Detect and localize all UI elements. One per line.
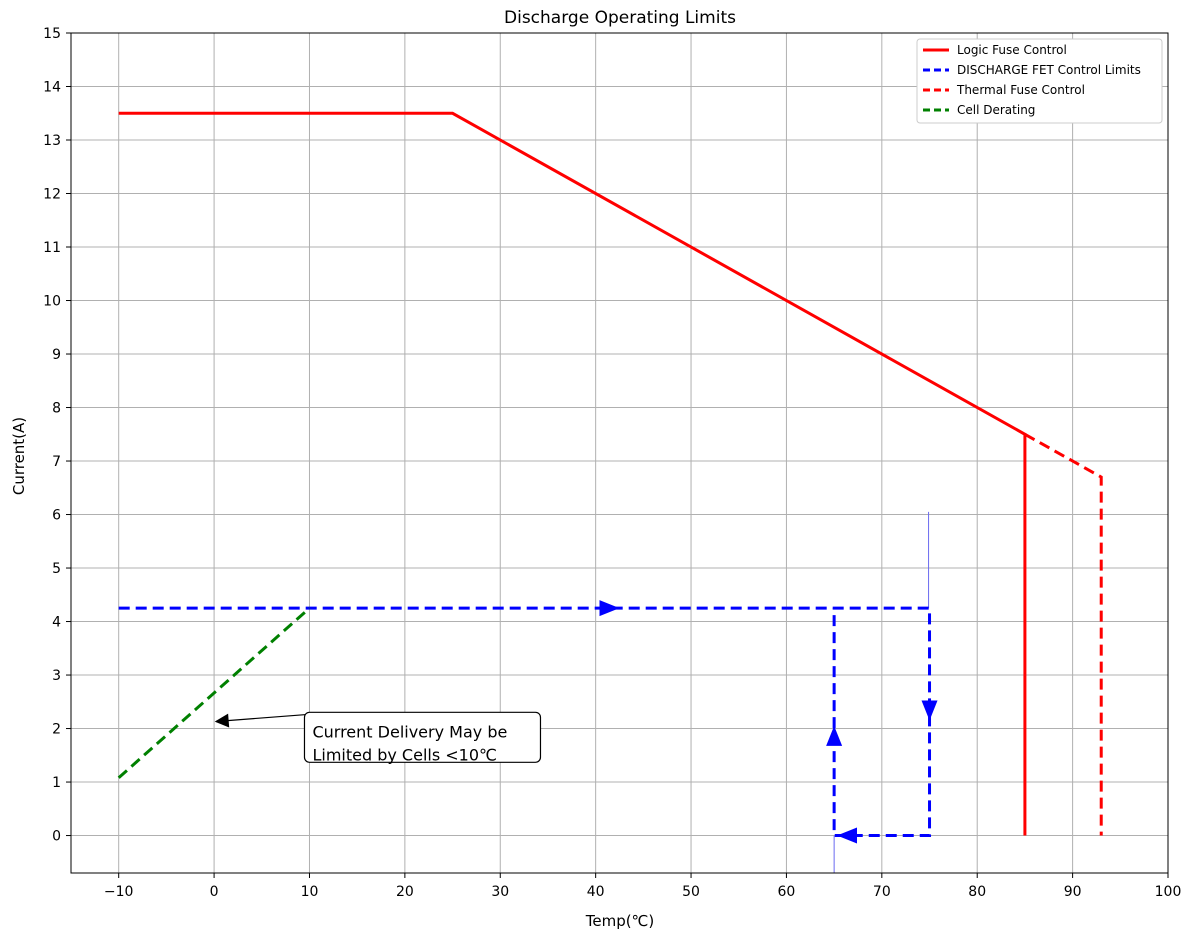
- annotation-box: [303, 711, 542, 763]
- y-tick-label: 13: [43, 133, 61, 149]
- x-tick-label: 60: [778, 884, 796, 900]
- x-tick-label: 100: [1155, 884, 1182, 900]
- y-axis-label: Current(A): [10, 417, 28, 495]
- x-tick-label: 30: [491, 884, 509, 900]
- direction-arrowhead: [599, 600, 620, 617]
- legend-box: [916, 38, 1163, 124]
- x-tick-label: 90: [1064, 884, 1082, 900]
- y-tick-label: 4: [52, 615, 61, 631]
- series-layer: [117, 111, 1103, 873]
- annotation: Current Delivery May be Limited by Cells …: [214, 711, 542, 764]
- x-tick-label: 10: [301, 884, 319, 900]
- direction-arrowhead: [836, 827, 857, 844]
- series-cell-derating: [117, 607, 311, 779]
- legend-entry-label: DISCHARGE FET Control Limits: [957, 63, 1141, 77]
- y-tick-label: 9: [52, 347, 61, 363]
- y-tick-label: 15: [43, 26, 61, 42]
- annotation-arrow: [214, 713, 310, 728]
- y-tick-label: 5: [52, 561, 61, 577]
- direction-arrows: [599, 600, 938, 844]
- x-tick-label: 40: [587, 884, 605, 900]
- direction-arrowhead: [921, 700, 938, 721]
- y-tick-label: 3: [52, 668, 61, 684]
- y-tick-label: 8: [52, 401, 61, 417]
- direction-arrowhead: [826, 725, 843, 746]
- plot-area-frame: [70, 32, 1169, 874]
- x-tick-label: 20: [396, 884, 414, 900]
- series-thermal-fuse-control: [1024, 432, 1103, 836]
- axis-ticks: −10 0 10 20 30 40 50 60 70 80 90 100012345678910111…: [43, 26, 1181, 900]
- x-axis-label: Temp(℃): [585, 912, 655, 930]
- x-tick-label: 70: [873, 884, 891, 900]
- y-tick-label: 6: [52, 508, 61, 524]
- y-tick-label: 7: [52, 454, 61, 470]
- x-tick-label: 50: [682, 884, 700, 900]
- legend-entry-label: Logic Fuse Control: [957, 43, 1067, 57]
- y-tick-label: 12: [43, 187, 61, 203]
- x-tick-label: 80: [968, 884, 986, 900]
- y-tick-label: 11: [43, 240, 61, 256]
- annotation-text-line: Current Delivery May be: [312, 722, 507, 741]
- legend-entry-label: Thermal Fuse Control: [956, 83, 1085, 97]
- y-tick-label: 1: [52, 775, 61, 791]
- y-tick-label: 10: [43, 294, 61, 310]
- annotation-text-line: Limited by Cells <10℃: [312, 745, 497, 764]
- y-tick-label: 0: [52, 829, 61, 845]
- series-logic-fuse-control: [118, 111, 1027, 836]
- x-tick-label: 0: [210, 884, 219, 900]
- chart-title: Discharge Operating Limits: [504, 8, 736, 28]
- x-tick-label: −10: [104, 884, 134, 900]
- legend: Logic Fuse Control DISCHARGE FET Control …: [916, 38, 1163, 124]
- legend-entry-label: Cell Derating: [957, 103, 1035, 117]
- series-discharge-fet-control-limits: [118, 606, 932, 838]
- y-tick-label: 14: [43, 80, 61, 96]
- y-tick-label: 2: [52, 722, 61, 738]
- grid: [71, 32, 1169, 873]
